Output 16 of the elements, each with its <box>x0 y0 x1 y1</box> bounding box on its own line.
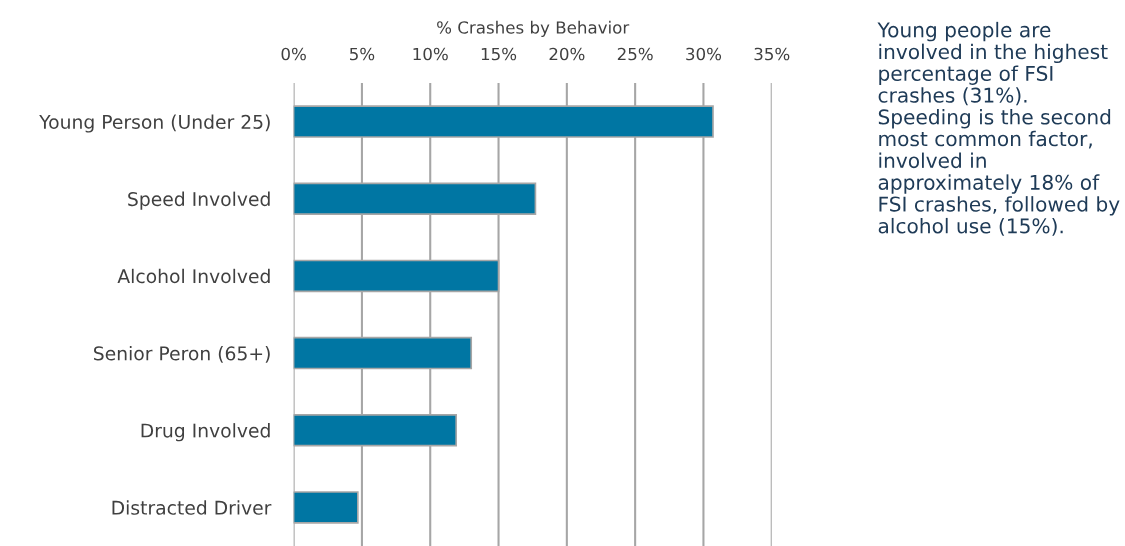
y-tick-label: Speed Involved <box>128 191 270 210</box>
y-tick-label: Drug Involved <box>141 423 270 442</box>
y-tick-label: Young Person (Under 25) <box>39 114 270 133</box>
y-tick-label: Distracted Driver <box>112 500 272 515</box>
x-tick-label: 35% <box>754 47 790 61</box>
x-tick-label: 10% <box>413 47 448 61</box>
x-tick-label: 20% <box>549 47 585 61</box>
x-tick-label: 5% <box>349 47 375 61</box>
x-axis-title: % Crashes by Behavior <box>437 20 630 37</box>
y-tick-label: Senior Peron (65+) <box>94 345 270 363</box>
x-tick-label: 15% <box>481 47 517 61</box>
x-tick-label: 30% <box>686 47 722 61</box>
y-tick-label: Alcohol Involved <box>117 268 270 284</box>
text: Young people are involved in the highest percentage of FSI crashes (31%). Speeding is the second most common factor, involved in approximately 18% of FSI crashes, followed by alcohol use (15%). <box>877 21 1120 236</box>
x-tick-label: 25% <box>617 47 653 61</box>
x-tick-label: 0% <box>281 47 306 61</box>
